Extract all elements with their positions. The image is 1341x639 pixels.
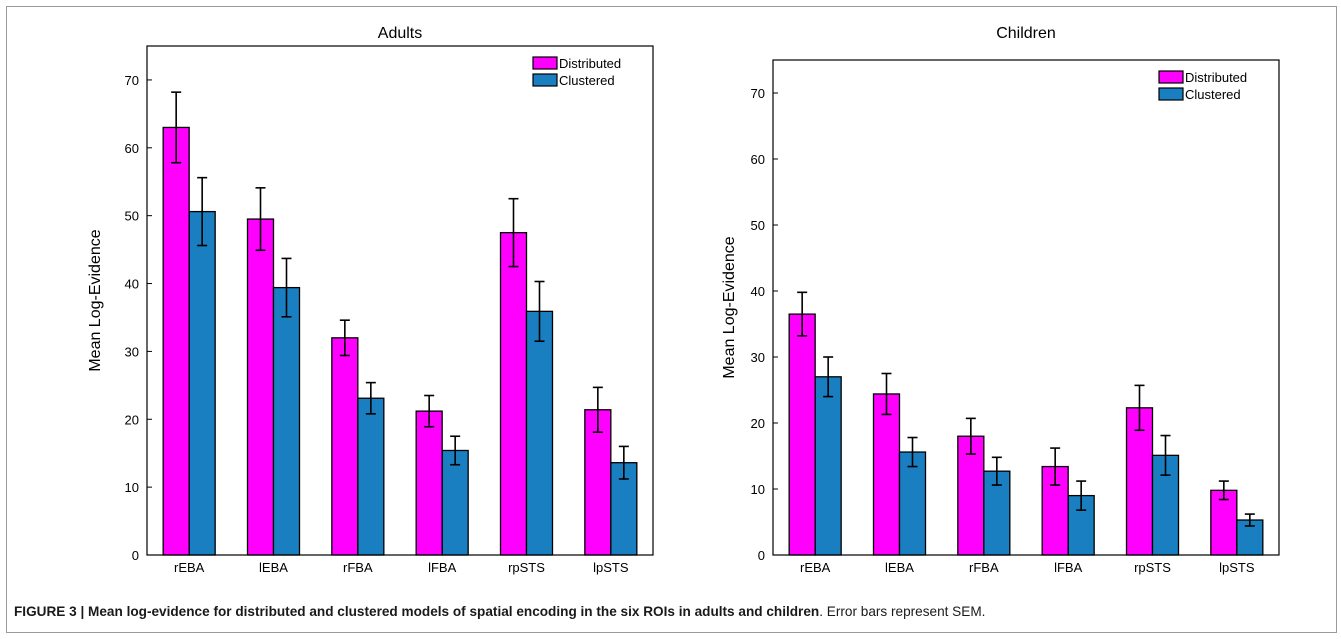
bar-distributed-rFBA [331, 337, 359, 556]
bar-clustered-rFBA [983, 470, 1011, 556]
legend-label-clustered: Clustered [559, 73, 615, 88]
x-tick-label-rEBA: rEBA [800, 560, 831, 575]
bar-clustered-rFBA [357, 397, 385, 556]
chart-title: Children [996, 25, 1056, 42]
caption-text: . Error bars represent SEM. [819, 604, 986, 619]
bar-distributed-rFBA [957, 435, 985, 556]
y-axis-label: Mean Log-Evidence [721, 236, 738, 378]
bar-clustered-rEBA [814, 376, 842, 556]
y-tick-label: 30 [751, 350, 765, 365]
y-tick-label: 0 [132, 548, 139, 563]
figure-frame [6, 6, 1337, 633]
legend: Distributed Clustered [1158, 70, 1247, 102]
bar-clustered-rpSTS [525, 310, 554, 556]
chart-title: Adults [378, 25, 422, 42]
y-tick-label: 60 [125, 141, 139, 156]
chart-panel-adults: Adults Mean Log-Evidence rEBA lEBA rFBA lFBA r… [87, 25, 654, 575]
y-tick-label: 70 [751, 86, 765, 101]
bar-clustered-lEBA [898, 451, 927, 556]
legend-swatch-clustered [532, 73, 558, 87]
bar-distributed-rEBA [788, 313, 816, 556]
legend-swatch-distributed [532, 56, 558, 70]
x-tick-label-rFBA: rFBA [343, 560, 373, 575]
bar-distributed-lEBA [246, 218, 275, 556]
legend: Distributed Clustered [532, 56, 621, 88]
legend-label-distributed: Distributed [559, 56, 621, 71]
bar-distributed-lFBA [415, 410, 443, 556]
y-tick-label: 40 [751, 284, 765, 299]
legend-label-distributed: Distributed [1185, 70, 1247, 85]
plot-area-border [772, 59, 1280, 556]
chart-panel-children: Children Mean Log-Evidence rEBA lEBA rFBA lFB… [721, 25, 1280, 575]
y-tick-label: 70 [125, 73, 139, 88]
bar-clustered-rEBA [188, 210, 216, 556]
y-tick-label: 20 [751, 416, 765, 431]
figure-charts: Adults Mean Log-Evidence rEBA lEBA rFBA lFBA r… [87, 25, 1280, 575]
x-tick-label-lEBA: lEBA [885, 560, 914, 575]
bar-distributed-rpSTS [499, 231, 528, 556]
y-tick-label: 10 [751, 482, 765, 497]
y-tick-label: 30 [125, 344, 139, 359]
bar-distributed-rEBA [162, 126, 190, 556]
caption-title: FIGURE 3 | Mean log-evidence for distrib… [14, 604, 820, 619]
x-tick-label-rpSTS: rpSTS [1134, 560, 1171, 575]
legend-label-clustered: Clustered [1185, 87, 1241, 102]
y-tick-label: 60 [751, 152, 765, 167]
bar-distributed-lEBA [872, 393, 901, 556]
y-tick-label: 50 [751, 218, 765, 233]
y-tick-label: 10 [125, 480, 139, 495]
x-tick-label-rpSTS: rpSTS [508, 560, 545, 575]
y-tick-label: 40 [125, 277, 139, 292]
x-tick-label-lpSTS: lpSTS [1219, 560, 1255, 575]
legend-swatch-distributed [1158, 70, 1184, 84]
legend-swatch-clustered [1158, 87, 1184, 101]
y-tick-label: 20 [125, 412, 139, 427]
x-tick-label-lFBA: lFBA [428, 560, 457, 575]
plot-area-border [146, 45, 654, 556]
bar-clustered-lFBA [441, 449, 469, 556]
bar-distributed-lpSTS [1210, 489, 1238, 556]
x-tick-label-lEBA: lEBA [259, 560, 288, 575]
y-axis-label: Mean Log-Evidence [87, 229, 104, 371]
y-tick-label: 0 [758, 548, 765, 563]
x-tick-label-lpSTS: lpSTS [593, 560, 629, 575]
x-tick-label-lFBA: lFBA [1054, 560, 1083, 575]
bar-clustered-lEBA [272, 286, 301, 556]
figure-caption: FIGURE 3 | Mean log-evidence for distrib… [14, 604, 1334, 619]
y-tick-label: 50 [125, 209, 139, 224]
x-tick-label-rEBA: rEBA [174, 560, 205, 575]
x-tick-label-rFBA: rFBA [969, 560, 999, 575]
